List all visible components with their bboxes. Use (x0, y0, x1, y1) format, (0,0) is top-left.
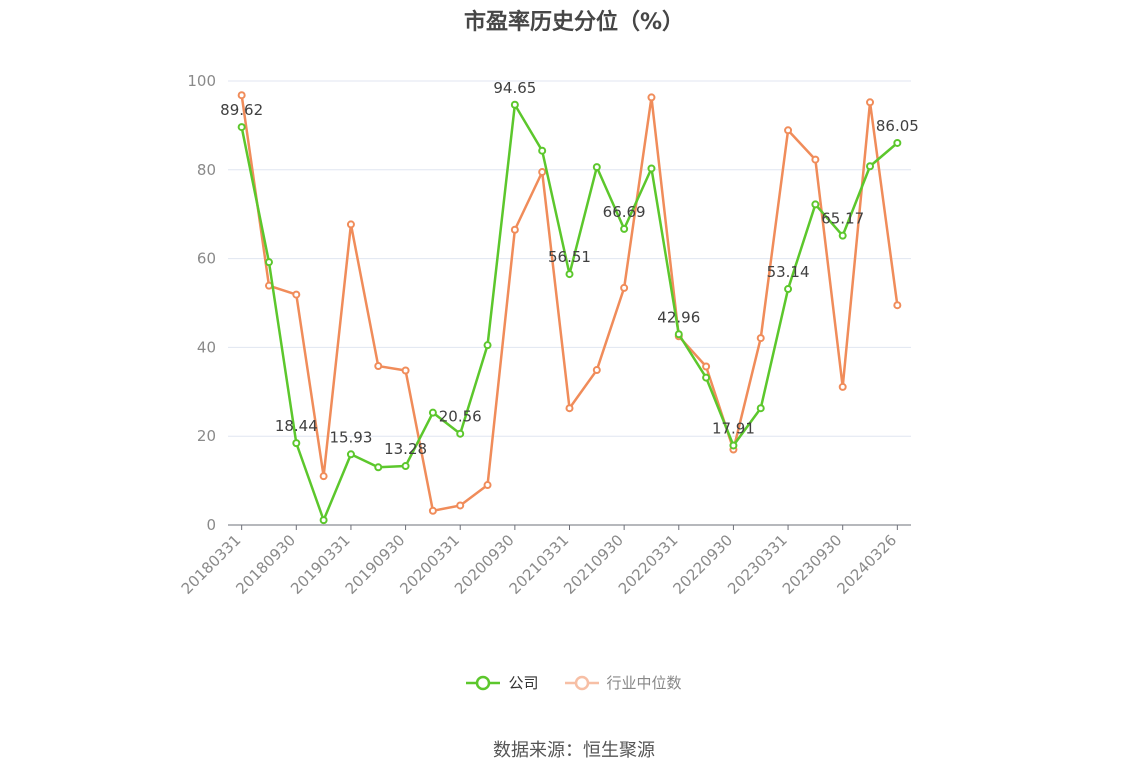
data-point (565, 404, 574, 413)
legend-item-industry-median[interactable]: 行业中位数 (564, 672, 682, 693)
data-label: 18.44 (275, 417, 318, 435)
data-point (620, 283, 629, 292)
data-point (346, 450, 355, 459)
y-tick-label: 0 (206, 516, 216, 534)
data-point (456, 429, 465, 438)
data-point (866, 98, 875, 107)
data-point (702, 373, 711, 382)
data-label: 20.56 (439, 408, 482, 426)
data-point (237, 123, 246, 132)
data-point (702, 362, 711, 371)
data-point (893, 138, 902, 147)
data-point (483, 341, 492, 350)
data-point (756, 334, 765, 343)
data-point (483, 481, 492, 490)
data-point (647, 164, 656, 173)
data-label: 66.69 (603, 203, 646, 221)
series-company (237, 100, 902, 525)
data-point (538, 146, 547, 155)
legend-line-icon (466, 675, 501, 690)
data-point (319, 472, 328, 481)
data-label: 13.28 (384, 440, 427, 458)
data-point (838, 382, 847, 391)
data-point (756, 404, 765, 413)
y-tick-label: 40 (197, 338, 216, 356)
y-tick-label: 80 (197, 161, 216, 179)
data-point (428, 506, 437, 515)
line-chart: 0 20 40 60 80 100 201803312018093020190331201… (178, 72, 919, 598)
data-point (592, 366, 601, 375)
data-point (538, 168, 547, 177)
data-label: 86.05 (876, 117, 919, 135)
data-label: 89.62 (220, 101, 263, 119)
series-layer (237, 91, 902, 525)
series-line (240, 103, 899, 522)
source-note: 数据来源：恒生聚源 (493, 740, 655, 761)
legend-label-industry-median: 行业中位数 (606, 674, 682, 692)
data-point (264, 258, 273, 267)
series-industry-median (237, 91, 902, 515)
data-point (401, 366, 410, 375)
data-label: 65.17 (821, 210, 864, 228)
data-point (893, 301, 902, 310)
data-point (401, 462, 410, 471)
y-tick-label: 60 (197, 250, 216, 268)
y-tick-label: 20 (197, 427, 216, 445)
legend-item-company[interactable]: 公司 (466, 672, 539, 693)
legend-line-icon (564, 675, 599, 690)
data-point (292, 290, 301, 299)
data-label: 94.65 (493, 79, 536, 97)
x-axis: 2018033120180930201903312019093020200331… (178, 524, 911, 598)
data-point (592, 163, 601, 172)
data-labels: 89.62 18.44 15.93 13.28 20.56 94.65 56.51 66.69… (220, 79, 919, 458)
data-point (374, 362, 383, 371)
legend-label-company: 公司 (508, 674, 539, 692)
data-point (319, 516, 328, 525)
data-point (456, 501, 465, 510)
data-label: 56.51 (548, 248, 591, 266)
legend: 公司 行业中位数 (0, 672, 1148, 693)
data-point (811, 200, 820, 209)
data-point (292, 439, 301, 448)
x-tick-label: 20240326 (833, 531, 900, 598)
data-point (729, 441, 738, 450)
data-point (811, 155, 820, 164)
data-point (374, 463, 383, 472)
data-point (674, 330, 683, 339)
data-point (620, 224, 629, 233)
data-point (346, 220, 355, 229)
data-point (866, 162, 875, 171)
data-label: 15.93 (329, 428, 372, 446)
y-axis: 0 20 40 60 80 100 (187, 72, 216, 534)
series-line (240, 95, 899, 513)
data-point (510, 100, 519, 109)
data-point (565, 270, 574, 279)
data-label: 42.96 (657, 308, 700, 326)
y-tick-label: 100 (187, 72, 216, 90)
data-point (838, 231, 847, 240)
chart-title: 市盈率历史分位（%） (463, 10, 685, 35)
data-point (784, 126, 793, 135)
data-point (784, 285, 793, 294)
data-point (647, 93, 656, 102)
data-label: 53.14 (767, 263, 810, 281)
data-point (428, 408, 437, 417)
data-point (510, 225, 519, 234)
data-label: 17.91 (712, 419, 755, 437)
data-point (237, 91, 246, 100)
